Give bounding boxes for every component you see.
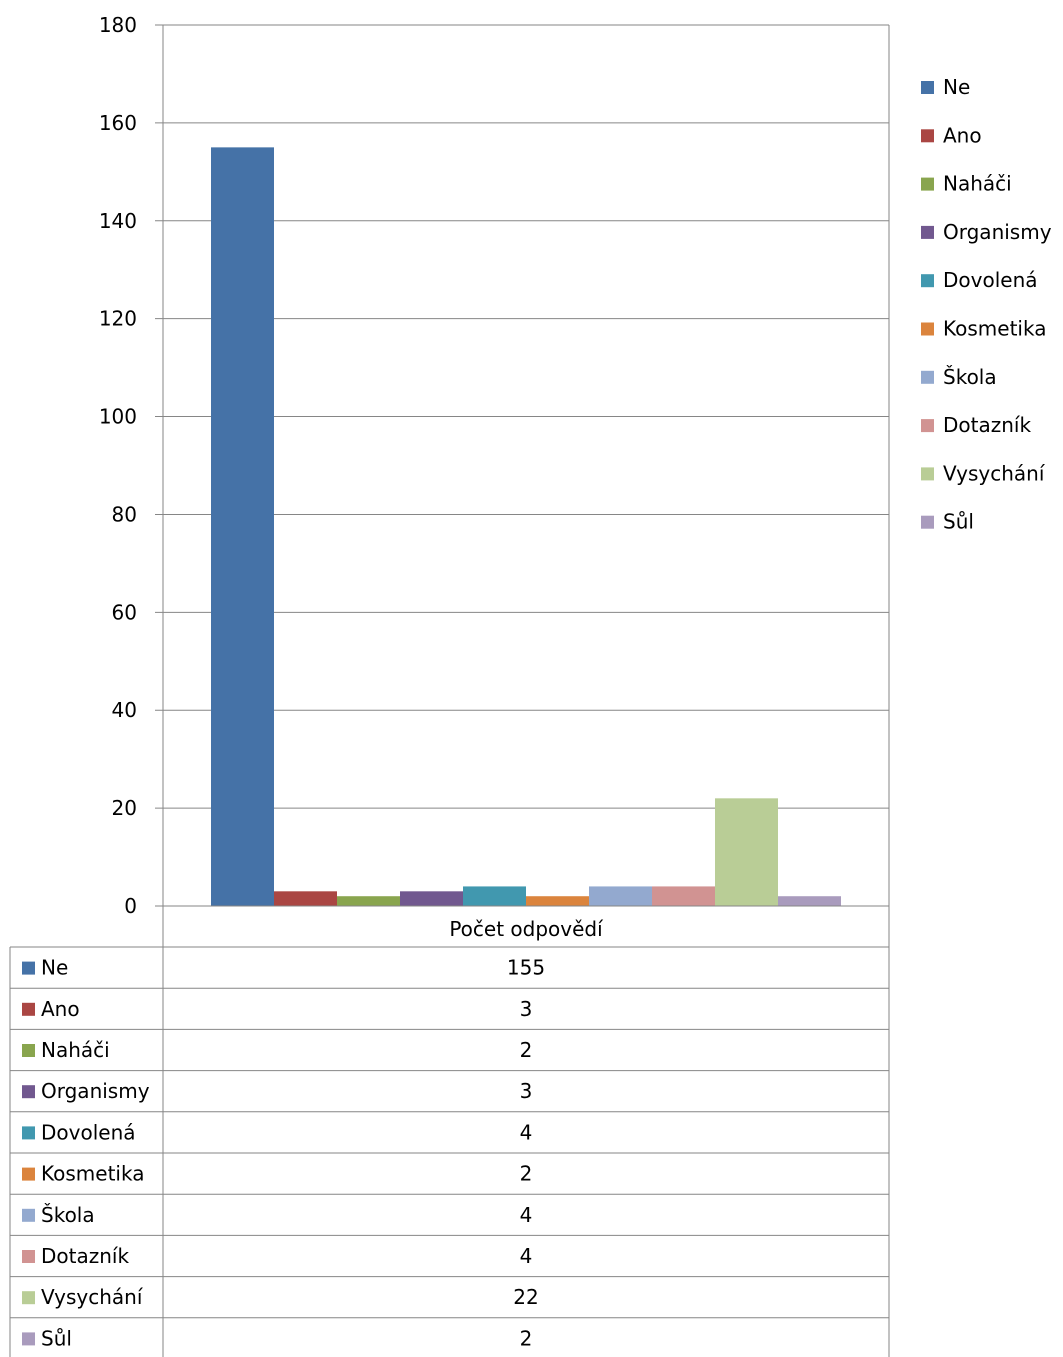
y-tick-label: 160	[99, 111, 137, 135]
legend-swatch	[921, 274, 934, 288]
table-row-label: Kosmetika	[41, 1162, 144, 1186]
table-row-value: 3	[520, 997, 533, 1021]
legend-swatch	[921, 515, 934, 529]
table-row-swatch	[22, 1085, 35, 1099]
table-row: Vysychání 22	[22, 1285, 539, 1309]
y-tick-label: 140	[99, 209, 137, 233]
bar-Škola	[589, 886, 652, 906]
table-row-value: 4	[520, 1203, 533, 1227]
legend-swatch	[921, 177, 934, 191]
legend-swatch	[921, 225, 934, 239]
table-row-swatch	[22, 1126, 35, 1140]
table-row-value: 155	[507, 956, 545, 980]
legend-swatch	[921, 129, 934, 143]
table-row: Kosmetika 2	[22, 1162, 532, 1186]
legend-label: Dovolená	[943, 268, 1038, 292]
bar-Kosmetika	[526, 896, 589, 906]
table-row-swatch	[22, 1044, 35, 1057]
table-row-label: Sůl	[41, 1326, 72, 1350]
table-row-value: 3	[520, 1079, 533, 1103]
table-row-label: Organismy	[41, 1079, 150, 1103]
bar-Ano	[274, 891, 337, 906]
legend-swatch	[921, 370, 934, 384]
table-row-label: Škola	[41, 1203, 95, 1227]
y-tick-label: 40	[112, 698, 137, 722]
table-row-swatch	[22, 1002, 35, 1016]
table-row-value: 2	[520, 1162, 533, 1186]
legend-swatch	[921, 81, 934, 94]
table-row: Ano 3	[22, 997, 532, 1021]
bar-Naháči	[337, 896, 400, 906]
bar-Dovolená	[463, 886, 526, 906]
table-row-value: 2	[520, 1038, 533, 1062]
legend-label: Ano	[943, 123, 982, 147]
bar-Organismy	[400, 891, 463, 906]
y-tick-label: 60	[112, 600, 137, 624]
bars	[211, 147, 841, 907]
table-row: Sůl 2	[22, 1326, 532, 1350]
y-tick-label: 20	[112, 796, 137, 820]
legend-label: Naháči	[943, 172, 1012, 196]
y-tick-label: 80	[112, 502, 137, 526]
y-tick-label: 100	[99, 405, 137, 429]
table-row: Škola 4	[22, 1203, 532, 1227]
y-tick-label: 180	[99, 13, 137, 37]
table-row: Naháči 2	[22, 1038, 532, 1062]
table-row-value: 4	[520, 1244, 533, 1268]
table-row-label: Dovolená	[41, 1120, 136, 1144]
data-table: Počet odpovědí Ne 155 Ano 3 Naháči 2 Organismy 3…	[9, 25, 890, 1357]
bar-Sůl	[778, 896, 841, 906]
table-row-swatch	[22, 1250, 35, 1263]
table-header: Počet odpovědí	[449, 917, 604, 941]
legend-swatch	[921, 322, 934, 336]
table-row: Ne 155	[22, 956, 545, 980]
table-row-value: 22	[513, 1285, 538, 1309]
table-row-label: Vysychání	[41, 1285, 144, 1309]
table-row: Dovolená 4	[22, 1120, 532, 1144]
table-row-swatch	[22, 961, 35, 975]
legend-label: Vysychání	[943, 461, 1046, 485]
y-axis: 0 20 40 60 80 100 120 140 160 180	[99, 13, 164, 918]
legend-label: Škola	[943, 365, 997, 389]
table-row-label: Naháči	[41, 1038, 110, 1062]
table-row: Organismy 3	[22, 1079, 532, 1103]
table-row-swatch	[22, 1332, 35, 1346]
table-row-value: 4	[520, 1120, 533, 1144]
bar-Vysychání	[715, 798, 778, 906]
legend-swatch	[921, 467, 934, 481]
table-row-label: Dotazník	[41, 1244, 129, 1268]
table-row: Dotazník 4	[22, 1244, 532, 1268]
table-row-value: 2	[520, 1326, 533, 1350]
legend-label: Sůl	[943, 510, 974, 534]
bar-Dotazník	[652, 886, 715, 906]
table-row-swatch	[22, 1208, 35, 1222]
table-row-swatch	[22, 1291, 35, 1305]
y-tick-label: 0	[124, 894, 137, 918]
legend: Ne Ano Naháči Organismy Dovolená Kosmetika Ško…	[921, 75, 1052, 534]
legend-label: Dotazník	[943, 413, 1031, 437]
table-row-swatch	[22, 1167, 35, 1181]
legend-swatch	[921, 419, 934, 433]
legend-label: Organismy	[943, 220, 1052, 244]
gridlines	[155, 24, 889, 907]
bar-Ne	[211, 147, 274, 907]
legend-label: Ne	[943, 75, 970, 99]
legend-label: Kosmetika	[943, 317, 1046, 341]
table-row-label: Ano	[41, 997, 80, 1021]
y-tick-label: 120	[99, 307, 137, 331]
table-row-label: Ne	[41, 956, 68, 980]
